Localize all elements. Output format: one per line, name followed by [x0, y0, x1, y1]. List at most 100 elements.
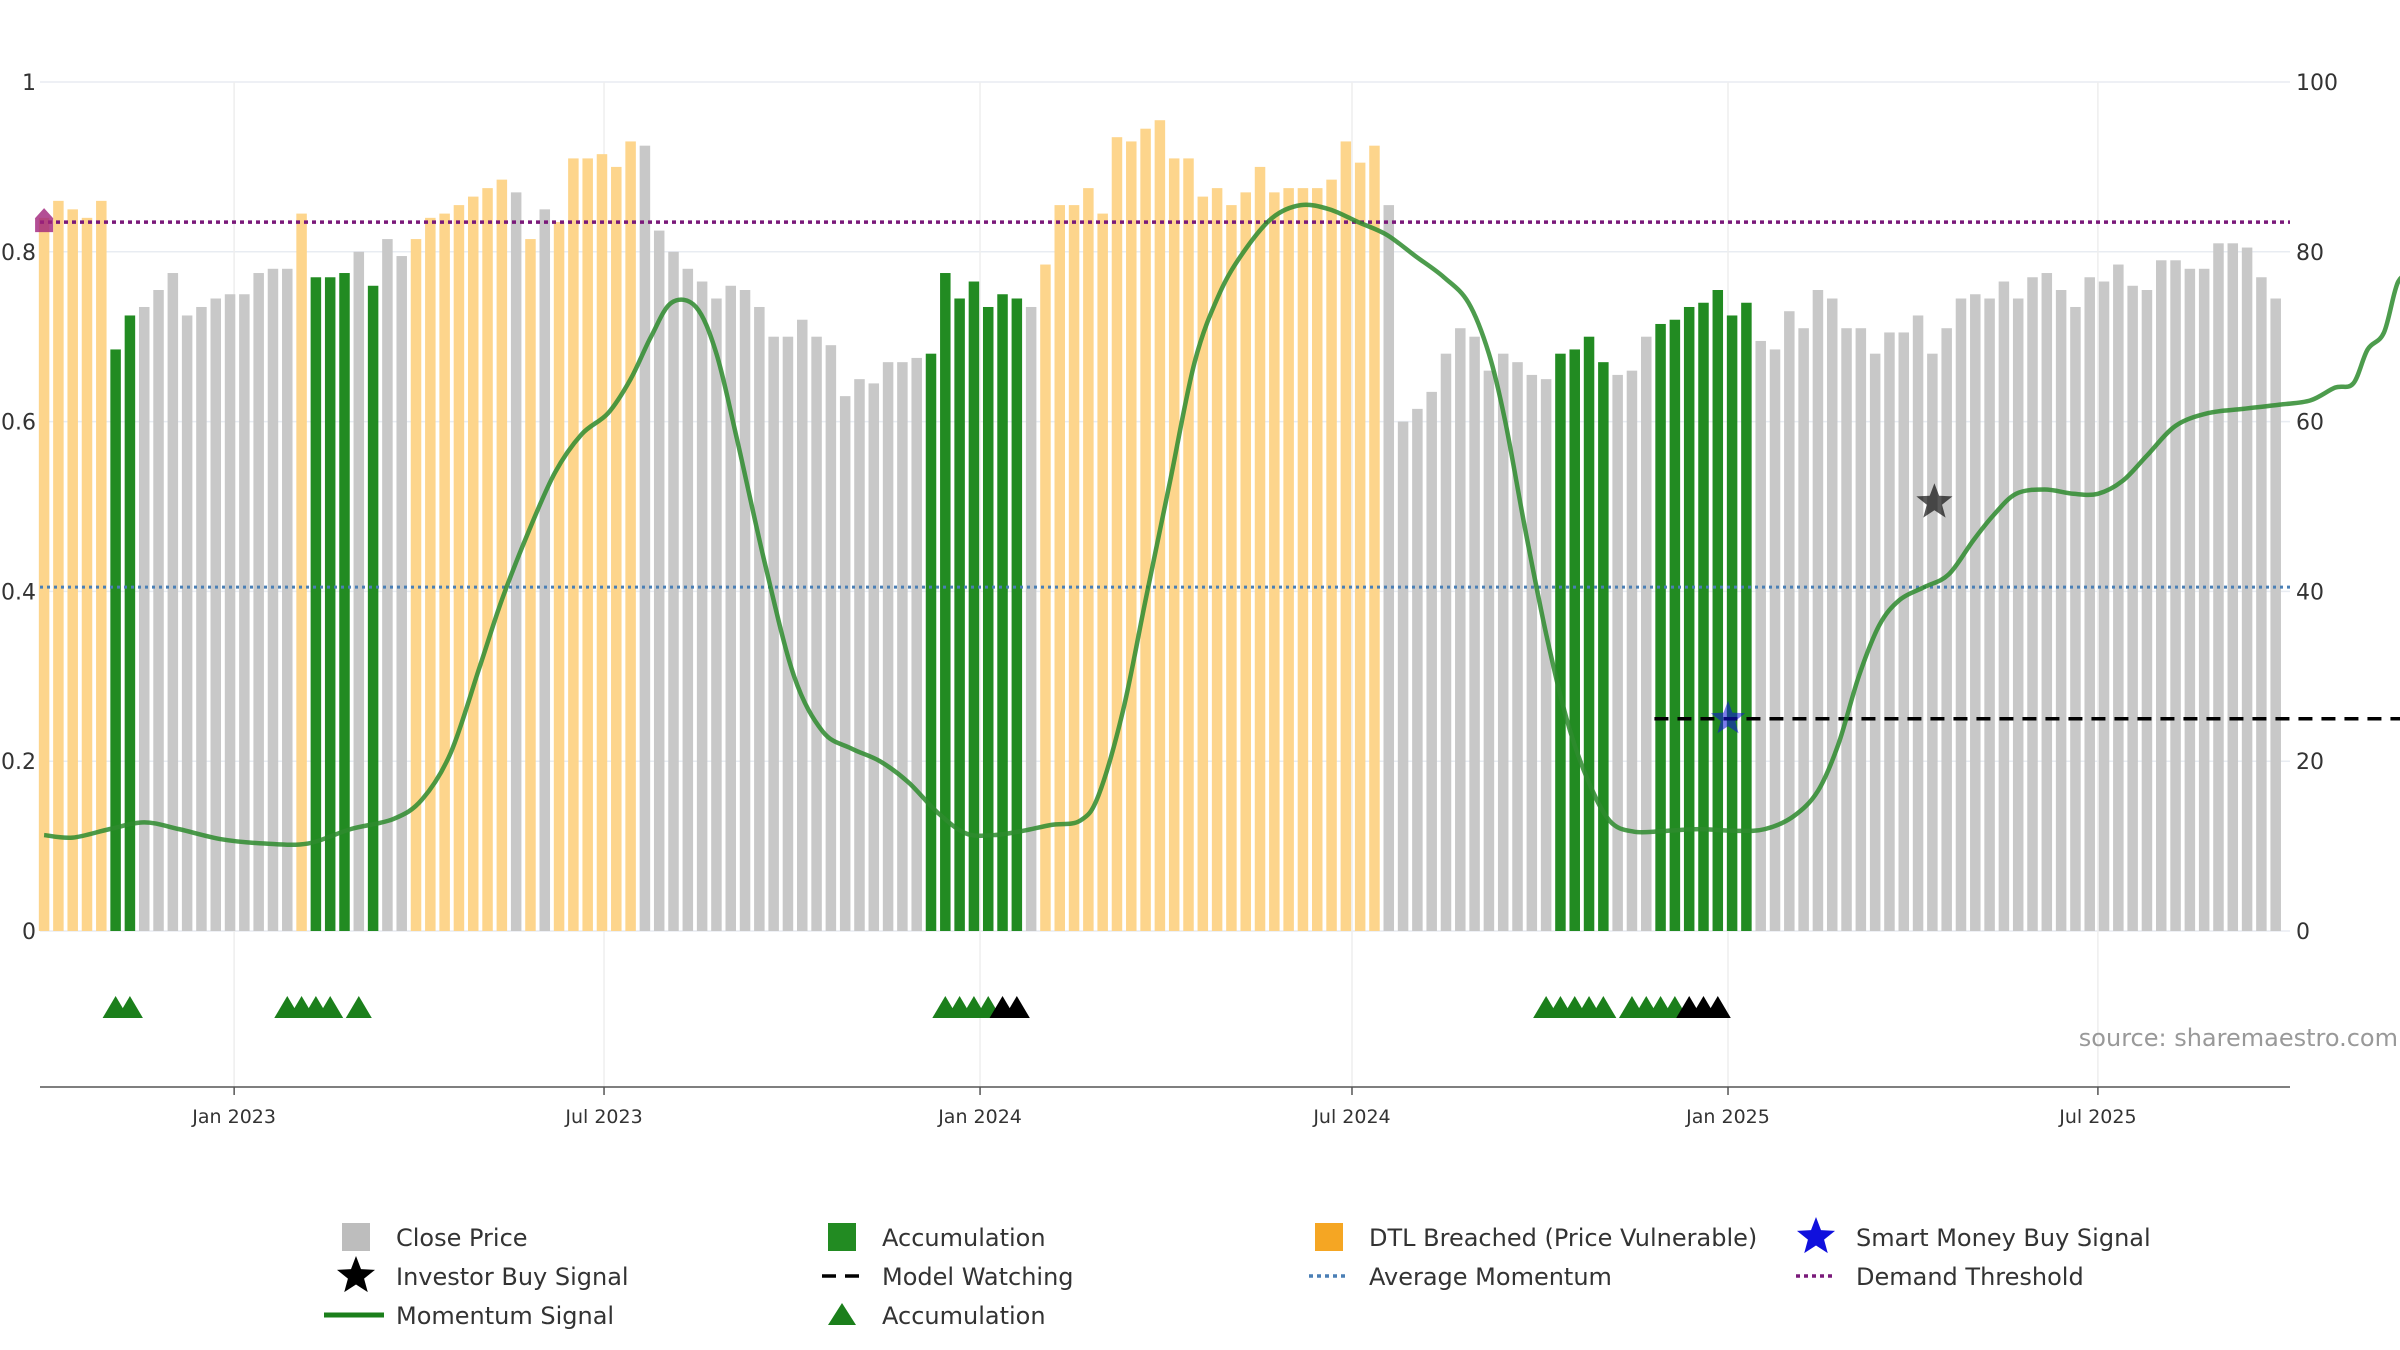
bar — [1769, 349, 1781, 931]
bar — [754, 306, 765, 931]
legend-label: Accumulation — [882, 1224, 1046, 1252]
bar — [282, 268, 293, 931]
bar — [2055, 290, 2067, 931]
bar — [138, 306, 150, 931]
bar — [1583, 336, 1595, 931]
bar — [1297, 188, 1309, 931]
bar — [668, 251, 679, 932]
bar — [167, 273, 179, 931]
legend-item: Demand Threshold — [1796, 1263, 2084, 1291]
left-axis-tick-label: 0.2 — [1, 750, 36, 775]
bar — [1855, 328, 1867, 932]
bar — [2184, 268, 2196, 931]
x-axis-tick-label: Jan 2023 — [191, 1106, 276, 1128]
left-axis-tick-label: 0.6 — [1, 411, 36, 436]
bar — [1254, 166, 1266, 931]
accumulation-triangle — [1003, 996, 1030, 1018]
bar — [1369, 145, 1380, 932]
bar — [1598, 362, 1609, 931]
bar — [239, 294, 250, 931]
bar — [1669, 319, 1681, 932]
bar — [2241, 247, 2253, 931]
bar — [782, 336, 794, 931]
bar — [1726, 315, 1738, 932]
bar — [367, 285, 379, 931]
bar — [1226, 205, 1237, 932]
legend-triangle-symbol — [828, 1303, 856, 1325]
legend-square-symbol — [828, 1223, 856, 1251]
bar — [1555, 353, 1566, 931]
bar — [53, 200, 64, 932]
x-axis-tick-label: Jul 2023 — [564, 1106, 642, 1128]
bar — [496, 179, 508, 931]
bar — [1025, 306, 1037, 931]
bar — [110, 349, 121, 931]
bar — [1326, 179, 1337, 931]
bar — [596, 154, 608, 932]
bar — [1927, 353, 1938, 931]
bar — [2141, 290, 2153, 931]
bar — [81, 217, 93, 932]
bar — [925, 353, 937, 931]
bar — [2156, 260, 2167, 931]
legend-square-symbol — [342, 1223, 370, 1251]
x-axis-tick-label: Jan 2024 — [937, 1106, 1022, 1128]
bar — [196, 306, 207, 931]
bar — [1955, 298, 1967, 931]
bar — [1869, 353, 1881, 931]
bar — [1354, 162, 1366, 931]
legend-label: DTL Breached (Price Vulnerable) — [1369, 1224, 1757, 1252]
bar — [1970, 294, 1981, 931]
bar — [1512, 362, 1523, 931]
bar — [653, 230, 665, 931]
bar — [1469, 336, 1480, 931]
bar — [696, 281, 708, 931]
bar — [982, 306, 994, 931]
bar — [1483, 370, 1495, 931]
bar — [1841, 328, 1852, 932]
legend-item: Momentum Signal — [324, 1302, 614, 1330]
bar — [67, 209, 78, 932]
bar — [611, 166, 622, 931]
bar — [1712, 290, 1724, 931]
bar — [324, 277, 336, 931]
bar — [2256, 277, 2267, 931]
bar — [296, 213, 307, 932]
bar — [1283, 188, 1294, 931]
legend-label: Demand Threshold — [1856, 1263, 2084, 1291]
left-axis-tick-label: 1 — [22, 71, 36, 96]
bar — [396, 256, 407, 931]
bar — [1826, 298, 1838, 931]
legend: Close Price Accumulation DTL Breached (Pri… — [324, 1217, 2151, 1330]
legend-label: Average Momentum — [1369, 1263, 1612, 1291]
bar — [2198, 268, 2210, 931]
legend-label: Smart Money Buy Signal — [1856, 1224, 2151, 1252]
bar — [1626, 370, 1638, 931]
legend-item: Close Price — [342, 1223, 528, 1252]
bar — [868, 383, 880, 931]
legend-star-symbol — [1796, 1217, 1836, 1254]
bar — [267, 268, 279, 931]
bar — [2113, 264, 2124, 931]
legend-label: Close Price — [396, 1224, 528, 1252]
right-axis-tick-label: 100 — [2296, 71, 2338, 96]
bar — [1240, 192, 1251, 931]
bar — [1884, 332, 1895, 932]
left-axis-tick-label: 0.8 — [1, 241, 36, 266]
investor-buy-star — [1916, 483, 1953, 518]
bar — [968, 281, 980, 931]
bar — [1784, 311, 1795, 932]
x-axis-tick-label: Jul 2024 — [1312, 1106, 1390, 1128]
bar — [2127, 285, 2138, 931]
bar — [1998, 281, 2010, 931]
bar — [1941, 328, 1952, 932]
legend-square-symbol — [1315, 1223, 1343, 1251]
momentum-signal-line — [43, 202, 2400, 848]
bar — [310, 277, 322, 931]
bar — [2270, 298, 2281, 931]
signal-markers — [35, 208, 1953, 734]
bar — [1412, 408, 1423, 931]
bar — [1683, 306, 1695, 931]
bar — [353, 251, 365, 932]
